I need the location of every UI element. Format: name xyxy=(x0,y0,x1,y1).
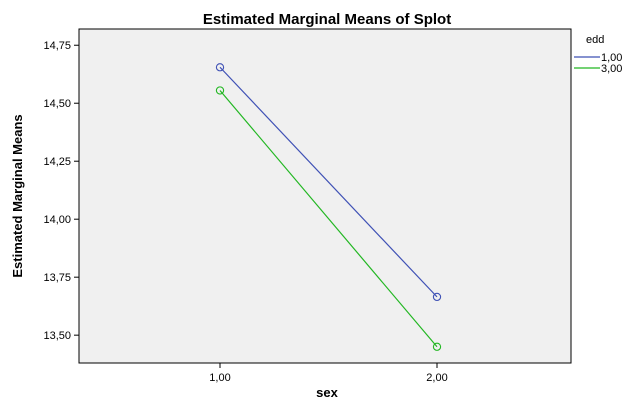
plot-area xyxy=(78,28,572,364)
y-tick-label: 14,75 xyxy=(43,40,71,52)
legend-title: edd xyxy=(586,34,604,46)
y-axis: 13,50 13,75 14,00 14,25 14,50 14,75 xyxy=(43,40,79,342)
data-point xyxy=(215,86,225,95)
y-tick-label: 14,00 xyxy=(43,214,71,226)
legend-label: 1,00 xyxy=(601,52,622,64)
x-axis: 1,00 2,00 xyxy=(209,363,448,384)
y-tick-label: 14,50 xyxy=(43,98,71,110)
y-axis-title: Estimated Marginal Means xyxy=(10,114,25,277)
series-line xyxy=(219,66,438,298)
legend-label: 3,00 xyxy=(601,63,622,75)
series-layer xyxy=(215,63,442,351)
x-tick-label: 1,00 xyxy=(209,372,230,384)
y-tick-label: 13,75 xyxy=(43,272,71,284)
series-line xyxy=(219,90,438,348)
data-point xyxy=(432,342,442,351)
x-axis-title: sex xyxy=(316,385,338,400)
y-tick-label: 14,25 xyxy=(43,156,71,168)
legend: edd 1,003,00 xyxy=(574,34,622,75)
x-tick-label: 2,00 xyxy=(426,372,447,384)
y-tick-label: 13,50 xyxy=(43,330,71,342)
data-point xyxy=(215,63,225,72)
data-point xyxy=(432,292,442,302)
chart-title: Estimated Marginal Means of Splot xyxy=(203,11,451,28)
